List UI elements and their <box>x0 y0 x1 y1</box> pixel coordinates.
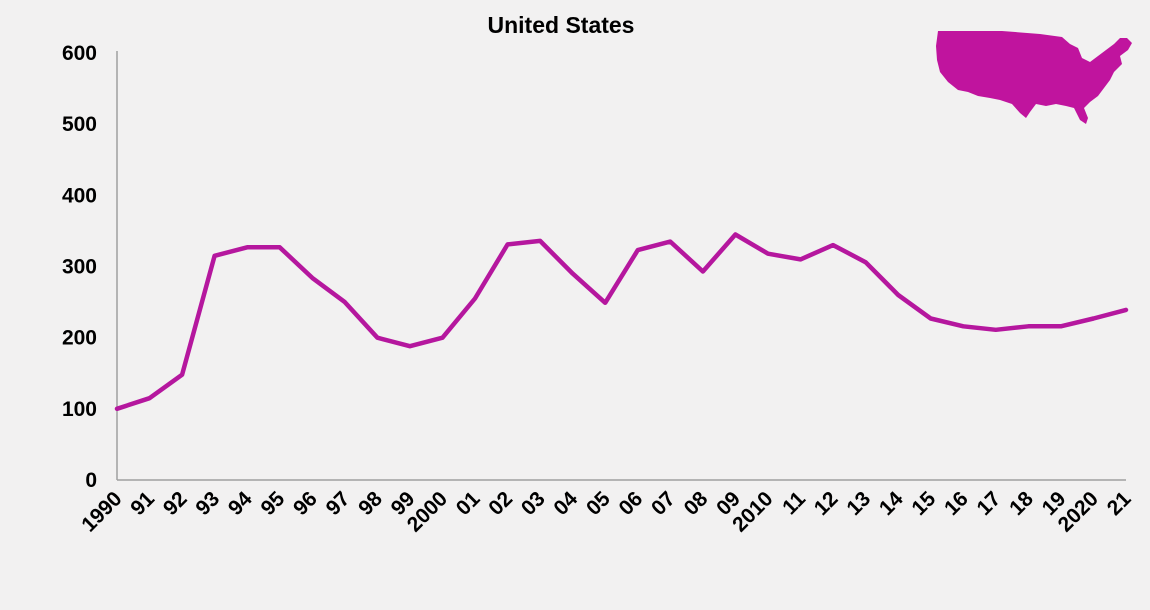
chart-title: United States <box>488 12 635 38</box>
x-tick-label: 92 <box>159 487 192 520</box>
y-tick-label: 0 <box>85 469 97 492</box>
y-tick-label: 300 <box>62 256 97 279</box>
x-tick-label: 03 <box>517 487 550 520</box>
x-tick-label: 01 <box>452 487 485 520</box>
y-tick-label: 100 <box>62 398 97 421</box>
x-tick-label: 15 <box>907 487 940 520</box>
x-tick-label: 96 <box>289 487 322 520</box>
x-tick-label: 95 <box>256 487 289 520</box>
x-tick-label: 11 <box>778 487 810 519</box>
series-line-0 <box>114 232 1129 412</box>
x-tick-label: 98 <box>354 487 387 520</box>
series-layer <box>114 232 1129 412</box>
x-tick-label: 14 <box>875 487 908 520</box>
x-tick-label: 04 <box>549 487 582 520</box>
x-tick-label: 06 <box>615 487 648 520</box>
x-tick-label: 12 <box>810 487 843 520</box>
x-tick-label: 02 <box>484 487 517 520</box>
x-tick-label: 93 <box>191 487 224 520</box>
y-tick-label: 600 <box>62 42 97 65</box>
x-tick-label: 16 <box>940 487 973 520</box>
us-map-icon <box>936 31 1132 124</box>
y-tick-label: 500 <box>62 113 97 136</box>
x-tick-label: 08 <box>680 487 713 520</box>
x-tick-label: 17 <box>973 487 1006 520</box>
x-tick-label: 21 <box>1103 487 1136 520</box>
x-tick-label: 91 <box>126 487 159 520</box>
y-tick-label: 200 <box>62 327 97 350</box>
y-tick-label: 400 <box>62 184 97 207</box>
x-tick-label: 97 <box>322 487 355 520</box>
x-tick-label: 05 <box>582 487 615 520</box>
x-tick-label: 18 <box>1005 487 1038 520</box>
x-tick-label: 94 <box>224 487 257 520</box>
x-tick-label: 13 <box>842 487 875 520</box>
y-axis: 0 100 200 300 400 500 600 <box>62 42 118 492</box>
x-tick-label: 1990 <box>77 487 126 536</box>
x-tick-label: 07 <box>647 487 680 520</box>
